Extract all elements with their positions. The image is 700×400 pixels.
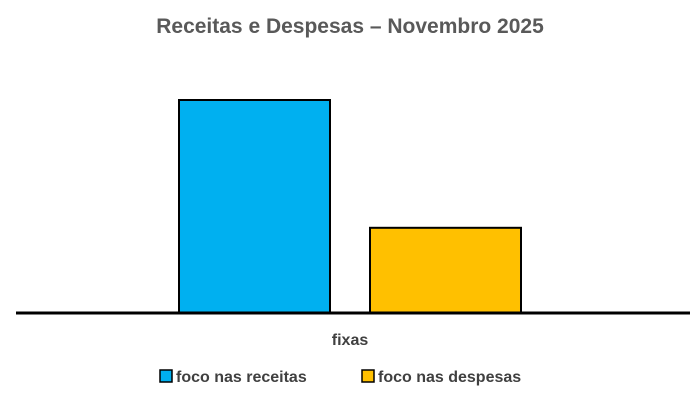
legend-label-foco-nas-despesas: foco nas despesas [378, 369, 521, 386]
bar-foco-nas-receitas [178, 99, 331, 314]
bars-group [178, 99, 522, 314]
legend: foco nas receitas foco nas despesas [159, 369, 521, 386]
legend-swatch-foco-nas-despesas [361, 369, 375, 383]
chart-title: Receitas e Despesas – Novembro 2025 [156, 15, 544, 38]
legend-label-foco-nas-receitas: foco nas receitas [176, 369, 307, 386]
bar-foco-nas-despesas [369, 226, 522, 314]
legend-swatch-foco-nas-receitas [159, 369, 173, 383]
category-label-fixas: fixas [332, 332, 369, 349]
